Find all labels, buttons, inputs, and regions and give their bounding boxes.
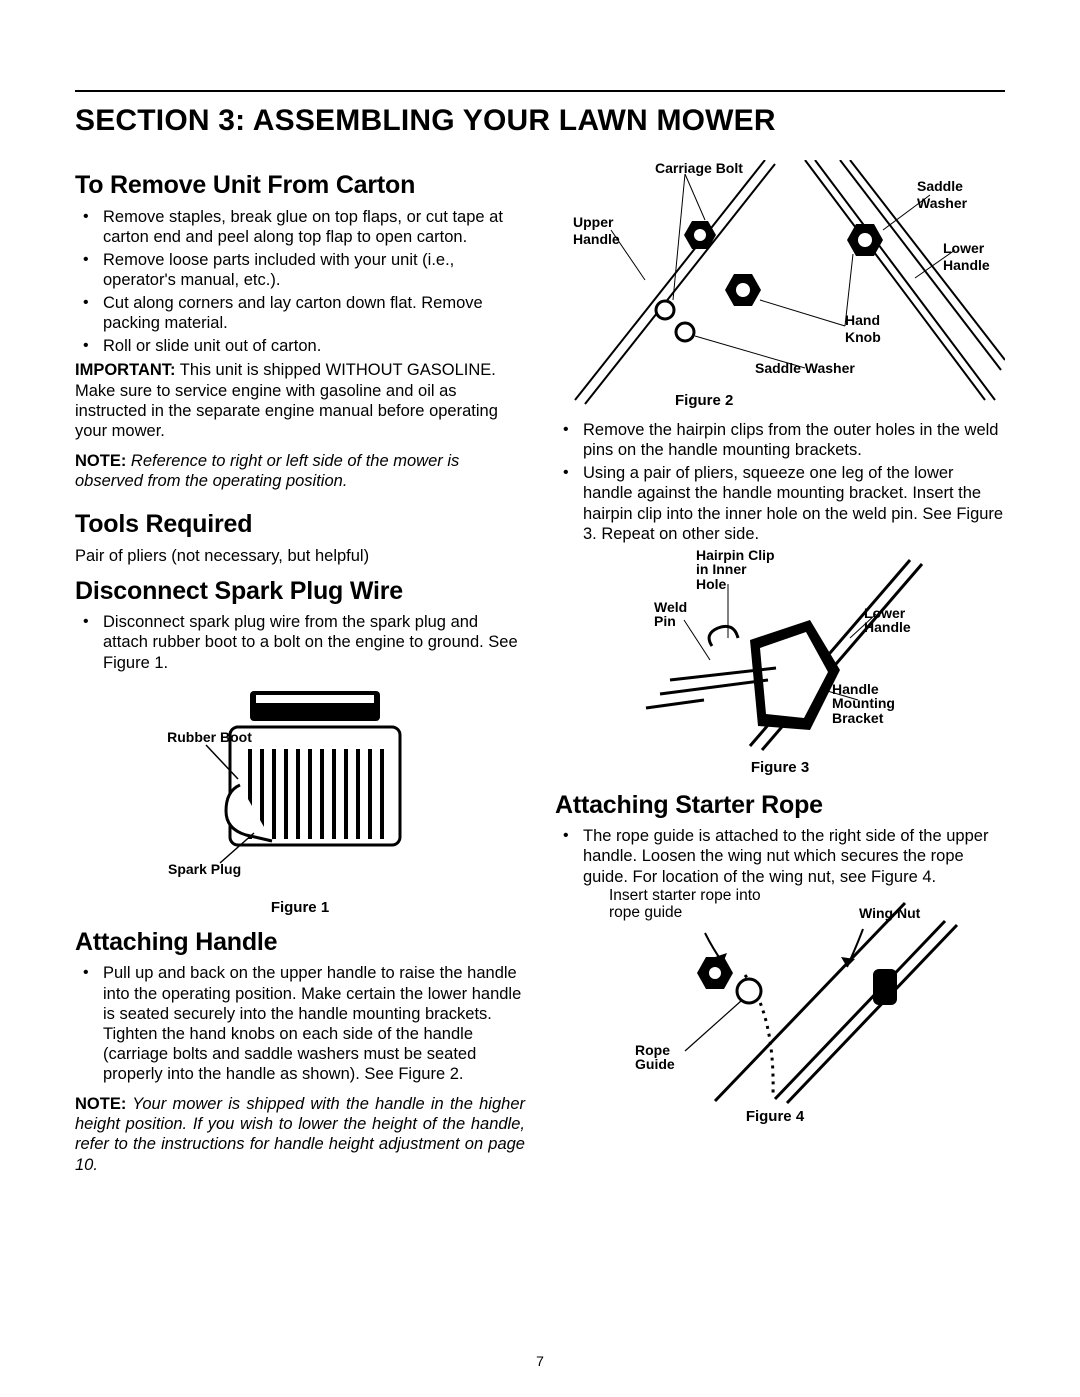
figure-4-svg <box>595 891 995 1111</box>
figure-3-svg <box>600 550 960 760</box>
right-column: Carriage Bolt Upper Handle Saddle Washer… <box>555 160 1005 1179</box>
post-fig2-list: Remove the hairpin clips from the outer … <box>555 420 1005 544</box>
label-lower-handle: Lower Handle <box>943 240 1003 274</box>
label-rubber-boot: Rubber Boot <box>162 729 257 746</box>
two-column-layout: To Remove Unit From Carton Remove staple… <box>75 160 1005 1179</box>
figure-4: Insert starter rope into rope guide Wing… <box>595 891 995 1121</box>
note-handle-height: NOTE: Your mower is shipped with the han… <box>75 1094 525 1175</box>
figure-3: Hairpin Clip in Inner Hole Weld Pin Lowe… <box>600 550 960 770</box>
top-rule <box>75 90 1005 92</box>
label-saddle-washer-top: Saddle Washer <box>917 178 981 212</box>
label-lower-handle-fig3: Lower Handle <box>864 606 924 635</box>
left-column: To Remove Unit From Carton Remove staple… <box>75 160 525 1179</box>
figure-4-caption: Figure 4 <box>595 1108 955 1126</box>
section-title: SECTION 3: ASSEMBLING YOUR LAWN MOWER <box>75 104 1005 138</box>
figure-1-caption: Figure 1 <box>170 899 430 917</box>
label-saddle-washer-bottom: Saddle Washer <box>755 360 855 377</box>
figure-1-svg <box>180 685 420 875</box>
important-label: IMPORTANT: <box>75 361 176 379</box>
list-item: The rope guide is attached to the right … <box>583 826 1005 886</box>
list-item: Remove loose parts included with your un… <box>103 250 525 290</box>
figure-2-caption: Figure 2 <box>675 392 733 410</box>
attach-handle-list: Pull up and back on the upper handle to … <box>75 963 525 1084</box>
note-text: Reference to right or left side of the m… <box>75 452 459 490</box>
label-hand-knob: Hand Knob <box>845 312 893 346</box>
heading-disconnect: Disconnect Spark Plug Wire <box>75 576 525 607</box>
note-label: NOTE: <box>75 1095 126 1113</box>
tools-text: Pair of pliers (not necessary, but helpf… <box>75 546 525 566</box>
note-label: NOTE: <box>75 452 126 470</box>
figure-1: Rubber Boot Spark Plug Figure 1 <box>170 685 430 917</box>
figure-2: Carriage Bolt Upper Handle Saddle Washer… <box>555 160 1005 420</box>
label-hairpin-clip: Hairpin Clip in Inner Hole <box>696 548 776 592</box>
label-insert-rope: Insert starter rope into rope guide <box>609 887 789 923</box>
list-item: Disconnect spark plug wire from the spar… <box>103 612 525 672</box>
heading-starter-rope: Attaching Starter Rope <box>555 790 1005 821</box>
note-text: Your mower is shipped with the handle in… <box>75 1095 525 1173</box>
list-item: Cut along corners and lay carton down fl… <box>103 293 525 333</box>
disconnect-list: Disconnect spark plug wire from the spar… <box>75 612 525 672</box>
label-weld-pin: Weld Pin <box>654 600 698 629</box>
remove-unit-list: Remove staples, break glue on top flaps,… <box>75 207 525 357</box>
note-reference: NOTE: Reference to right or left side of… <box>75 451 525 491</box>
list-item: Remove staples, break glue on top flaps,… <box>103 207 525 247</box>
list-item: Remove the hairpin clips from the outer … <box>583 420 1005 460</box>
label-rope-guide: Rope Guide <box>635 1043 687 1072</box>
list-item: Pull up and back on the upper handle to … <box>103 963 525 1084</box>
starter-list: The rope guide is attached to the right … <box>555 826 1005 886</box>
label-spark-plug: Spark Plug <box>168 861 241 878</box>
list-item: Using a pair of pliers, squeeze one leg … <box>583 463 1005 544</box>
important-note: IMPORTANT: This unit is shipped WITHOUT … <box>75 360 525 441</box>
label-handle-bracket: Handle Mounting Bracket <box>832 682 912 726</box>
page-number: 7 <box>0 1353 1080 1369</box>
figure-3-caption: Figure 3 <box>600 759 960 777</box>
heading-tools: Tools Required <box>75 509 525 540</box>
label-carriage-bolt: Carriage Bolt <box>655 160 743 177</box>
label-wing-nut: Wing Nut <box>859 905 920 922</box>
heading-attach-handle: Attaching Handle <box>75 927 525 958</box>
heading-remove-unit: To Remove Unit From Carton <box>75 170 525 201</box>
list-item: Roll or slide unit out of carton. <box>103 336 525 356</box>
label-upper-handle: Upper Handle <box>573 214 633 248</box>
